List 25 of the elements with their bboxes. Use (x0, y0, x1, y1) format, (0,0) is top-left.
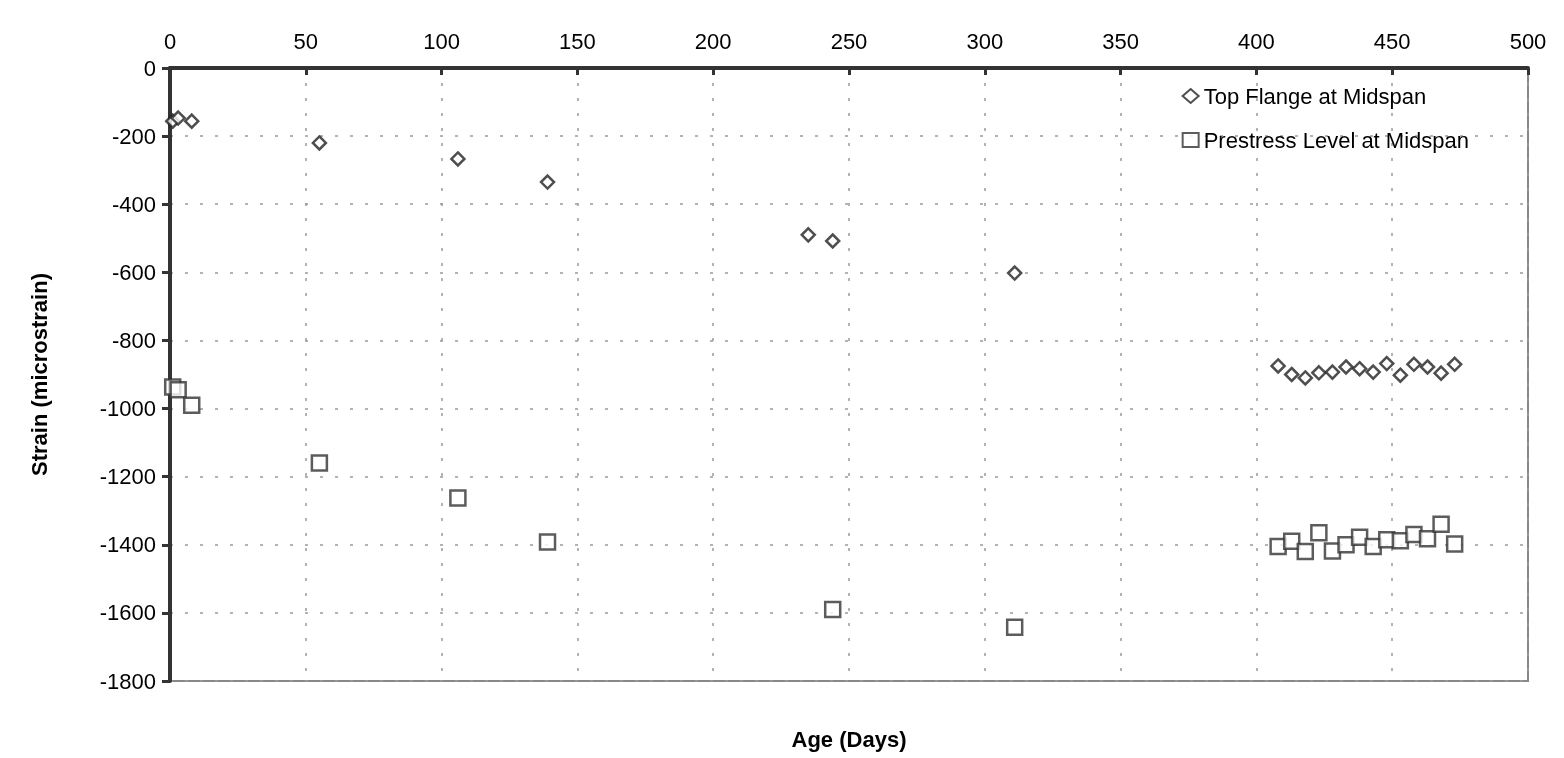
x-tick-label: 350 (1102, 28, 1139, 54)
y-tick-label: -1400 (99, 532, 156, 558)
y-tick-label: 0 (143, 55, 156, 81)
x-tick-label: 250 (830, 28, 868, 54)
y-tick-label: -1800 (99, 668, 156, 694)
y-axis-title: Strain (microstrain) (26, 273, 52, 476)
x-tick-label: 0 (163, 28, 177, 54)
y-tick-label: -800 (111, 327, 156, 353)
y-tick-label: -400 (111, 191, 156, 217)
legend-label: Top Flange at Midspan (1203, 83, 1427, 109)
x-axis-title: Age (Days) (791, 726, 907, 752)
y-tick-label: -1200 (99, 464, 156, 490)
x-tick-label: 100 (423, 28, 460, 54)
x-tick-label: 450 (1373, 28, 1411, 54)
y-tick-label: -600 (111, 259, 156, 285)
legend-label: Prestress Level at Midspan (1203, 127, 1469, 153)
x-tick-label: 150 (559, 28, 596, 54)
x-tick-label: 500 (1509, 28, 1547, 54)
x-tick-label: 200 (694, 28, 732, 54)
y-tick-label: -200 (111, 123, 156, 149)
y-tick-label: -1600 (99, 600, 156, 626)
x-tick-label: 300 (966, 28, 1004, 54)
y-tick-label: -1000 (99, 396, 156, 422)
x-tick-label: 50 (293, 28, 319, 54)
x-tick-label: 400 (1238, 28, 1275, 54)
